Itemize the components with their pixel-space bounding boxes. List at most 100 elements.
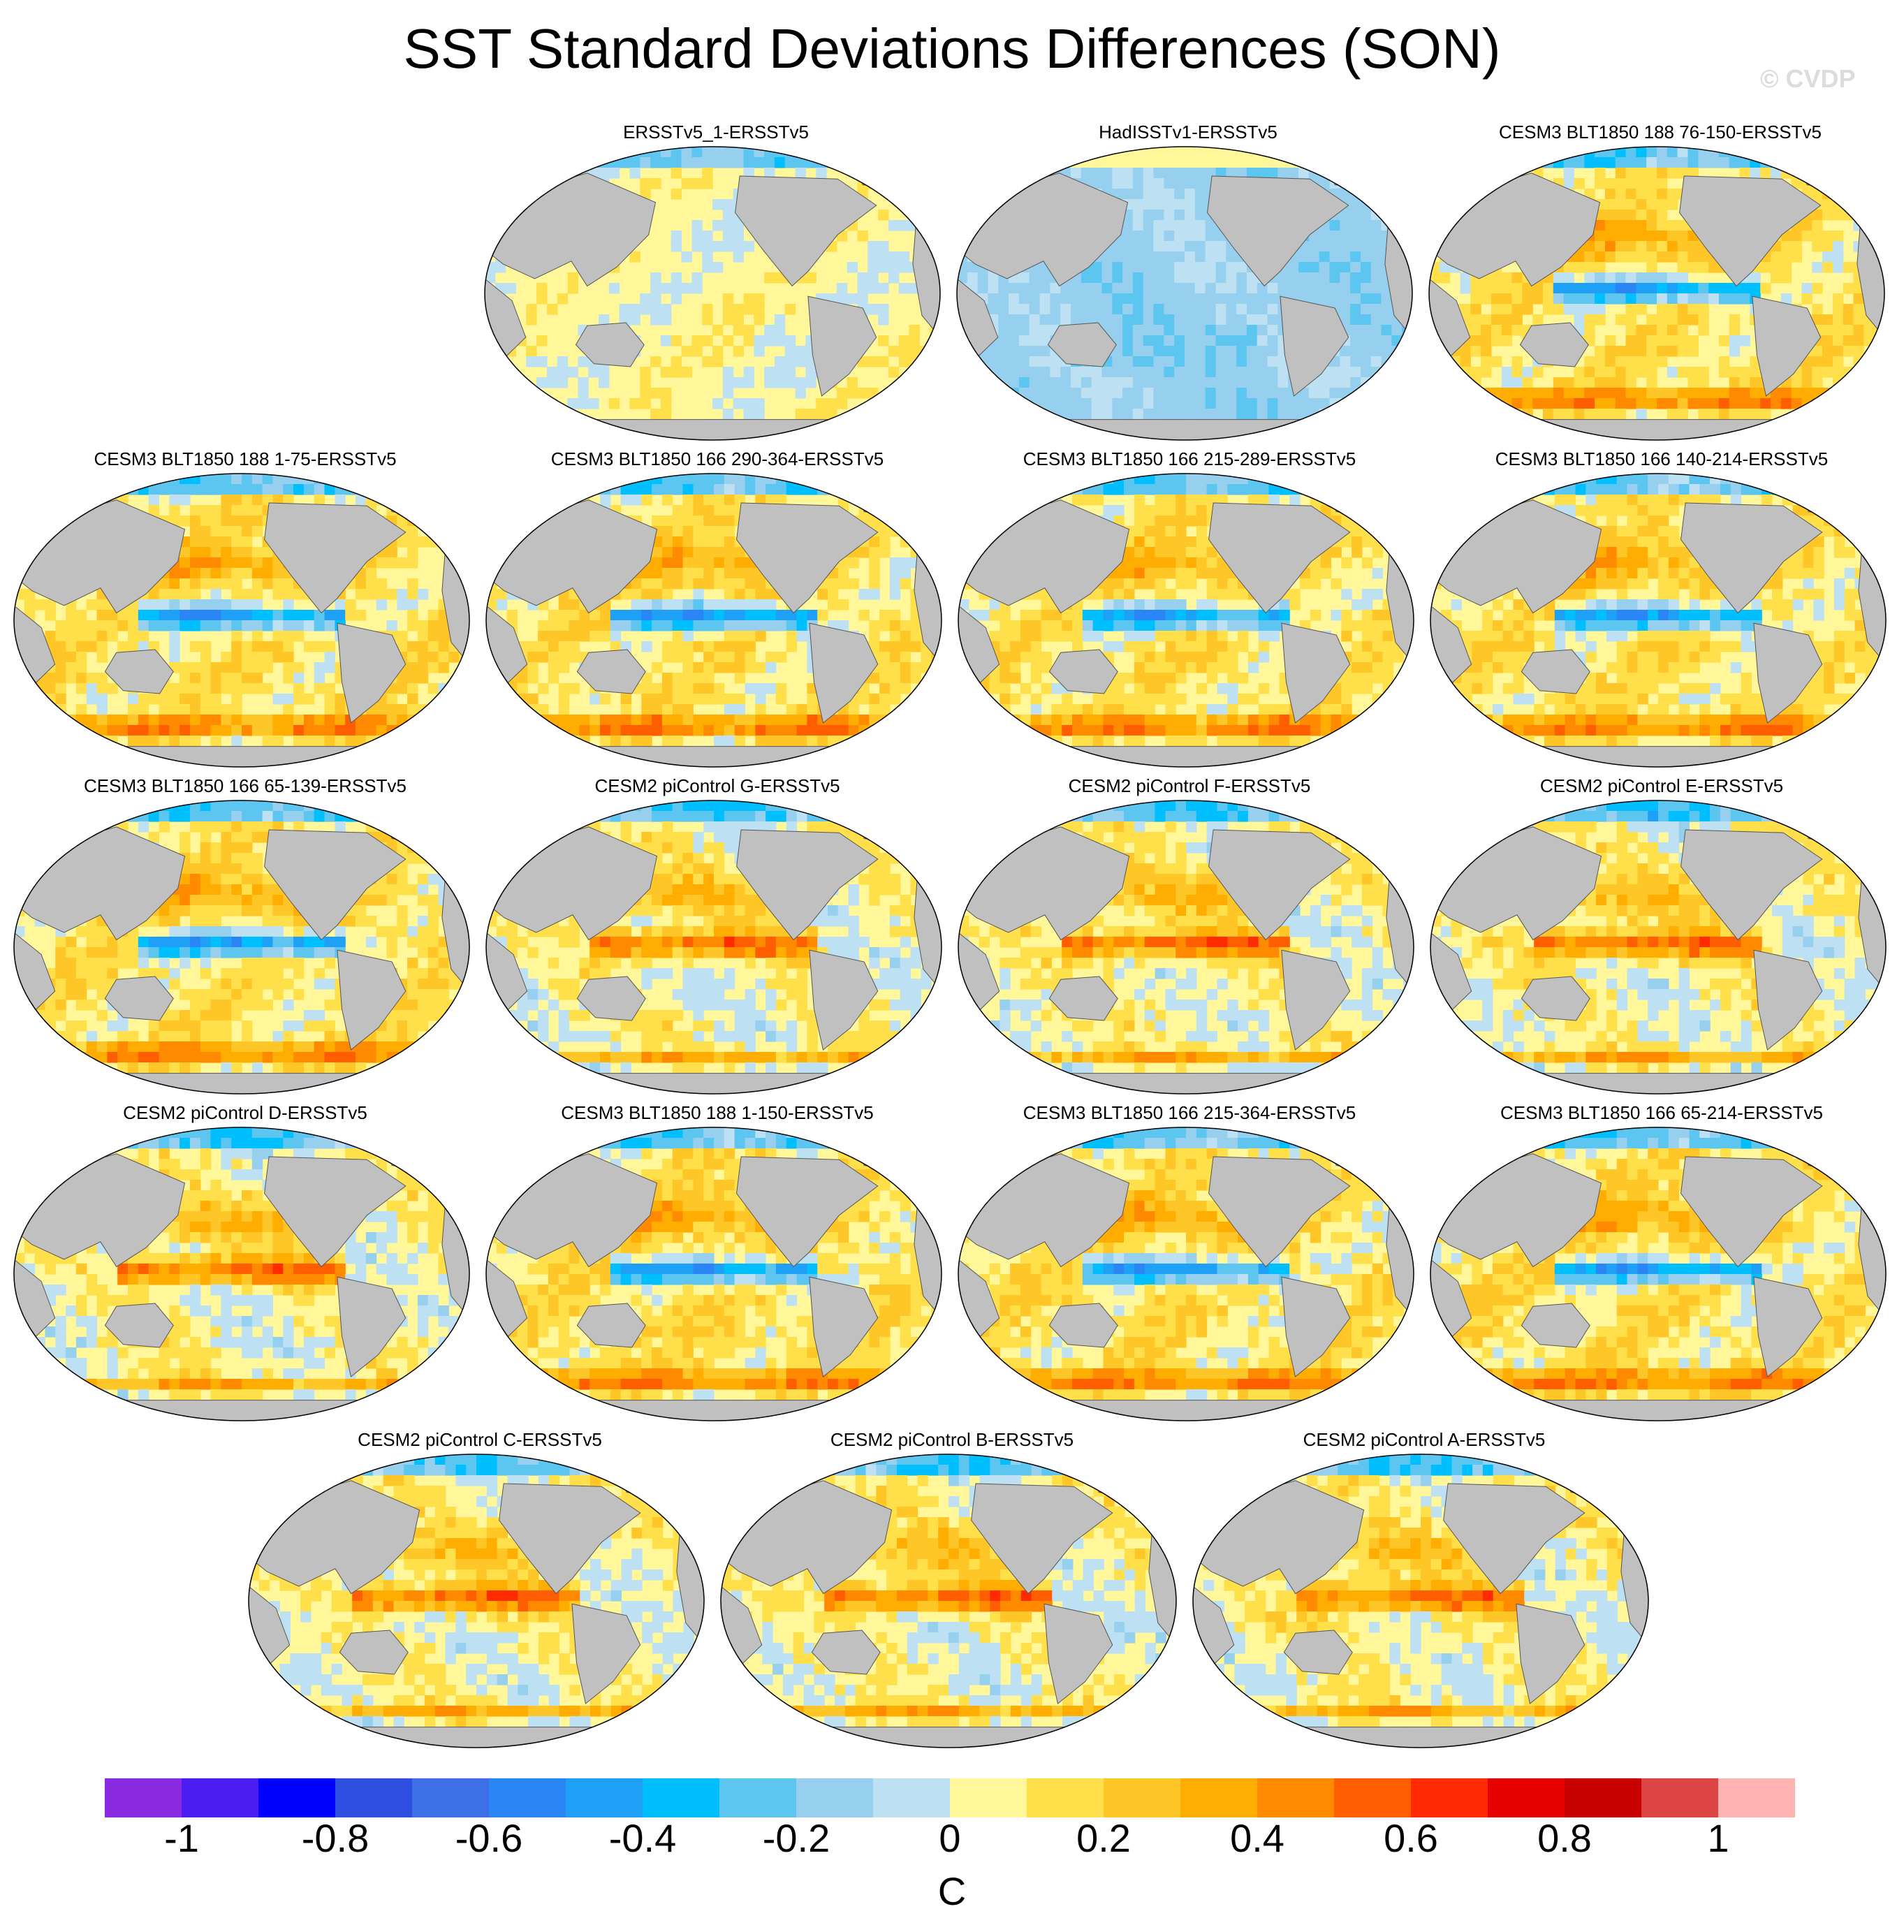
map-outline	[13, 800, 470, 1095]
land-mass	[576, 1303, 646, 1348]
land-mass	[104, 976, 174, 1021]
map-panel: HadISSTv1-ERSSTv5	[954, 120, 1422, 448]
map-outline	[13, 1127, 470, 1421]
land-mass	[721, 1727, 1176, 1748]
sst-difference-map	[1192, 1454, 1649, 1748]
land-mass	[104, 649, 174, 694]
sst-difference-map	[13, 1127, 470, 1421]
colorbar-swatch	[1488, 1778, 1565, 1817]
land-mass	[14, 1400, 469, 1421]
land-mass	[1281, 949, 1351, 1051]
sst-difference-map	[1430, 1127, 1887, 1421]
colorbar-swatch	[566, 1778, 643, 1817]
panel-title: CESM2 piControl D-ERSSTv5	[123, 1102, 367, 1123]
panel-title: HadISSTv1-ERSSTv5	[1099, 122, 1277, 142]
land-mass	[1207, 175, 1349, 287]
panel-title: CESM3 BLT1850 166 215-364-ERSSTv5	[1023, 1102, 1356, 1123]
land-mass	[1208, 502, 1351, 614]
land-mass	[736, 1156, 879, 1268]
land-mass	[337, 949, 407, 1051]
colorbar-swatch	[258, 1778, 336, 1817]
sst-difference-map	[958, 1127, 1414, 1421]
sst-difference-map	[1430, 473, 1887, 768]
colorbar-swatch	[1257, 1778, 1335, 1817]
land-mass	[1753, 622, 1823, 724]
land-mass	[1680, 829, 1823, 941]
land-mass	[1430, 1073, 1886, 1094]
map-panel: CESM2 piControl C-ERSSTv5	[246, 1428, 714, 1756]
colorbar-swatch	[719, 1778, 797, 1817]
panel-title: CESM2 piControl G-ERSSTv5	[594, 775, 840, 796]
map-panel: CESM2 piControl F-ERSSTv5	[955, 774, 1423, 1102]
map-panel: CESM3 BLT1850 188 76-150-ERSSTv5	[1426, 120, 1894, 448]
colorbar-swatch	[796, 1778, 874, 1817]
colorbar-swatch	[182, 1778, 259, 1817]
map-panel: CESM2 piControl G-ERSSTv5	[483, 774, 951, 1102]
colorbar-swatch	[412, 1778, 490, 1817]
land-mass	[104, 1303, 174, 1348]
land-mass	[809, 949, 879, 1051]
colorbar-swatch	[1565, 1778, 1642, 1817]
land-mass	[1208, 829, 1351, 941]
colorbar-swatch	[1718, 1778, 1795, 1817]
map-outline	[1430, 1127, 1887, 1421]
colorbar-swatch	[105, 1778, 182, 1817]
map-outline	[958, 800, 1414, 1095]
colorbar-tick-labels: -1 -0.8 -0.6 -0.4 -0.2 0 0.2 0.4 0.6 0.8 1	[0, 1816, 1904, 1872]
map-panel: CESM2 piControl D-ERSSTv5	[11, 1101, 479, 1429]
sst-difference-map	[484, 146, 941, 441]
map-outline	[1430, 800, 1887, 1095]
map-panel: CESM3 BLT1850 166 65-214-ERSSTv5	[1428, 1101, 1896, 1429]
land-mass	[1680, 502, 1823, 614]
colorbar-tick-label: 0.6	[1384, 1816, 1438, 1860]
map-outline	[484, 146, 941, 441]
land-mass	[571, 1603, 641, 1704]
land-mass	[1753, 949, 1823, 1051]
land-mass	[1281, 1276, 1351, 1377]
sst-difference-map	[956, 146, 1413, 441]
land-mass	[1047, 322, 1117, 367]
colorbar-tick-label: -0.2	[762, 1816, 830, 1860]
land-mass	[1193, 1727, 1648, 1748]
land-mass	[735, 175, 877, 287]
sst-difference-map	[485, 473, 942, 768]
map-outline	[956, 146, 1413, 441]
land-mass	[337, 622, 407, 724]
colorbar-tick-label: 1	[1707, 1816, 1729, 1860]
colorbar-tick-label: -0.8	[301, 1816, 369, 1860]
map-panel: CESM3 BLT1850 166 215-364-ERSSTv5	[955, 1101, 1423, 1429]
map-panel: CESM2 piControl A-ERSSTv5	[1190, 1428, 1658, 1756]
land-mass	[971, 1483, 1113, 1595]
map-outline	[1430, 473, 1887, 768]
colorbar-swatch	[1334, 1778, 1412, 1817]
land-mass	[486, 746, 942, 767]
map-outline	[485, 800, 942, 1095]
land-mass	[1443, 1483, 1586, 1595]
land-mass	[264, 1156, 407, 1268]
land-mass	[575, 322, 645, 367]
land-mass	[807, 295, 877, 397]
colorbar-tick-label: 0	[939, 1816, 961, 1860]
panel-title: CESM3 BLT1850 188 76-150-ERSSTv5	[1499, 122, 1822, 142]
map-panel: CESM2 piControl E-ERSSTv5	[1428, 774, 1896, 1102]
colorbar-swatch	[1411, 1778, 1488, 1817]
land-mass	[736, 829, 879, 941]
sst-difference-map	[720, 1454, 1177, 1748]
land-mass	[1680, 1156, 1823, 1268]
map-outline	[248, 1454, 705, 1748]
colorbar-swatch	[643, 1778, 720, 1817]
cvdp-watermark: © CVDP	[1760, 64, 1856, 93]
map-panel: CESM3 BLT1850 166 65-139-ERSSTv5	[11, 774, 479, 1102]
land-mass	[14, 1073, 469, 1094]
colorbar-swatch	[1641, 1778, 1719, 1817]
figure-title: SST Standard Deviations Differences (SON…	[403, 17, 1501, 80]
land-mass	[264, 829, 407, 941]
colorbar-unit: C	[937, 1869, 967, 1913]
panel-title: CESM3 BLT1850 166 140-214-ERSSTv5	[1495, 448, 1829, 469]
colorbar-swatch	[1104, 1778, 1181, 1817]
land-mass	[337, 1276, 407, 1377]
land-mass	[809, 622, 879, 724]
colorbar-swatch	[489, 1778, 566, 1817]
land-mass	[1281, 622, 1351, 724]
land-mass	[958, 746, 1414, 767]
